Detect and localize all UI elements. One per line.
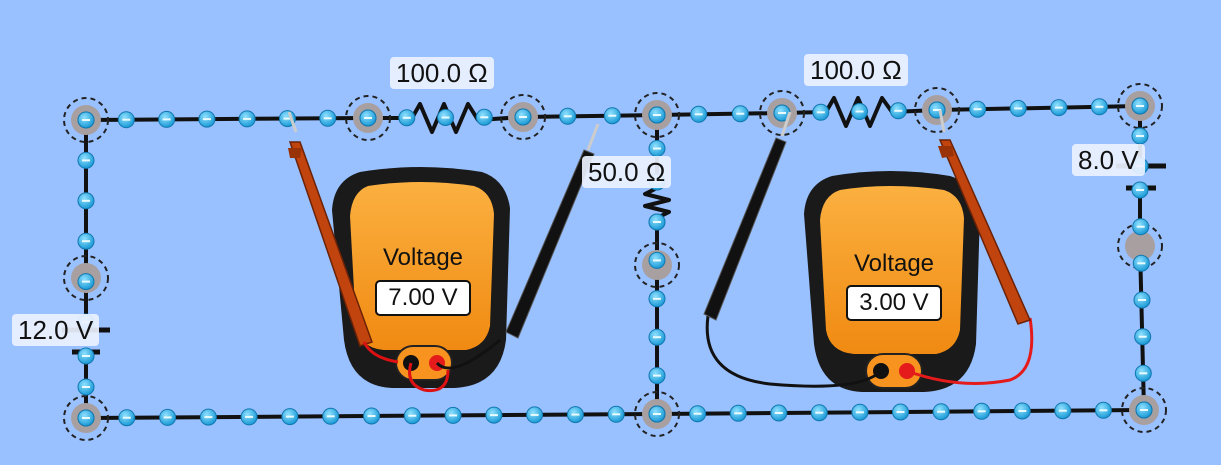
- junction-ring[interactable]: [1121, 387, 1167, 433]
- junction-ring[interactable]: [634, 242, 680, 288]
- junction-ring[interactable]: [63, 255, 109, 301]
- battery-right-label[interactable]: 8.0 V: [1072, 144, 1145, 176]
- resistor-top-left-label[interactable]: 100.0 Ω: [390, 57, 494, 89]
- voltmeter-right-reading: 3.00 V: [846, 285, 942, 321]
- wire[interactable]: [936, 104, 1141, 112]
- electrons: [77, 97, 1153, 427]
- resistor-middle-label[interactable]: 50.0 Ω: [582, 156, 672, 188]
- junction[interactable]: [1125, 231, 1155, 261]
- voltmeter-right-title: Voltage: [853, 250, 935, 277]
- voltmeter-left-reading: 7.00 V: [375, 280, 471, 316]
- resistor-top-left[interactable]: [368, 102, 524, 134]
- red-probe-right[interactable]: [938, 109, 1032, 325]
- junction-ring[interactable]: [500, 94, 546, 140]
- red-probe-left[interactable]: [287, 111, 399, 364]
- junction-ring[interactable]: [345, 95, 391, 141]
- black-probe-right[interactable]: [703, 111, 792, 321]
- junction-ring[interactable]: [63, 395, 109, 441]
- wire[interactable]: [656, 111, 783, 117]
- battery-left-label[interactable]: 12.0 V: [12, 314, 100, 346]
- wire[interactable]: [522, 113, 658, 119]
- black-probe-left[interactable]: [505, 123, 600, 339]
- wires: [84, 104, 1146, 420]
- junction-ring[interactable]: [759, 90, 805, 136]
- resistor-top-right-label[interactable]: 100.0 Ω: [804, 54, 908, 86]
- wire[interactable]: [1138, 245, 1146, 411]
- junction-ring[interactable]: [634, 92, 680, 138]
- voltmeter-left[interactable]: [332, 167, 510, 393]
- voltmeter-left-title: Voltage: [382, 244, 464, 271]
- junction-ring[interactable]: [914, 87, 960, 133]
- resistor-top-right[interactable]: [781, 96, 938, 128]
- junction-ring[interactable]: [63, 97, 109, 143]
- junction-ring[interactable]: [1117, 83, 1163, 129]
- junction-ring[interactable]: [634, 391, 680, 437]
